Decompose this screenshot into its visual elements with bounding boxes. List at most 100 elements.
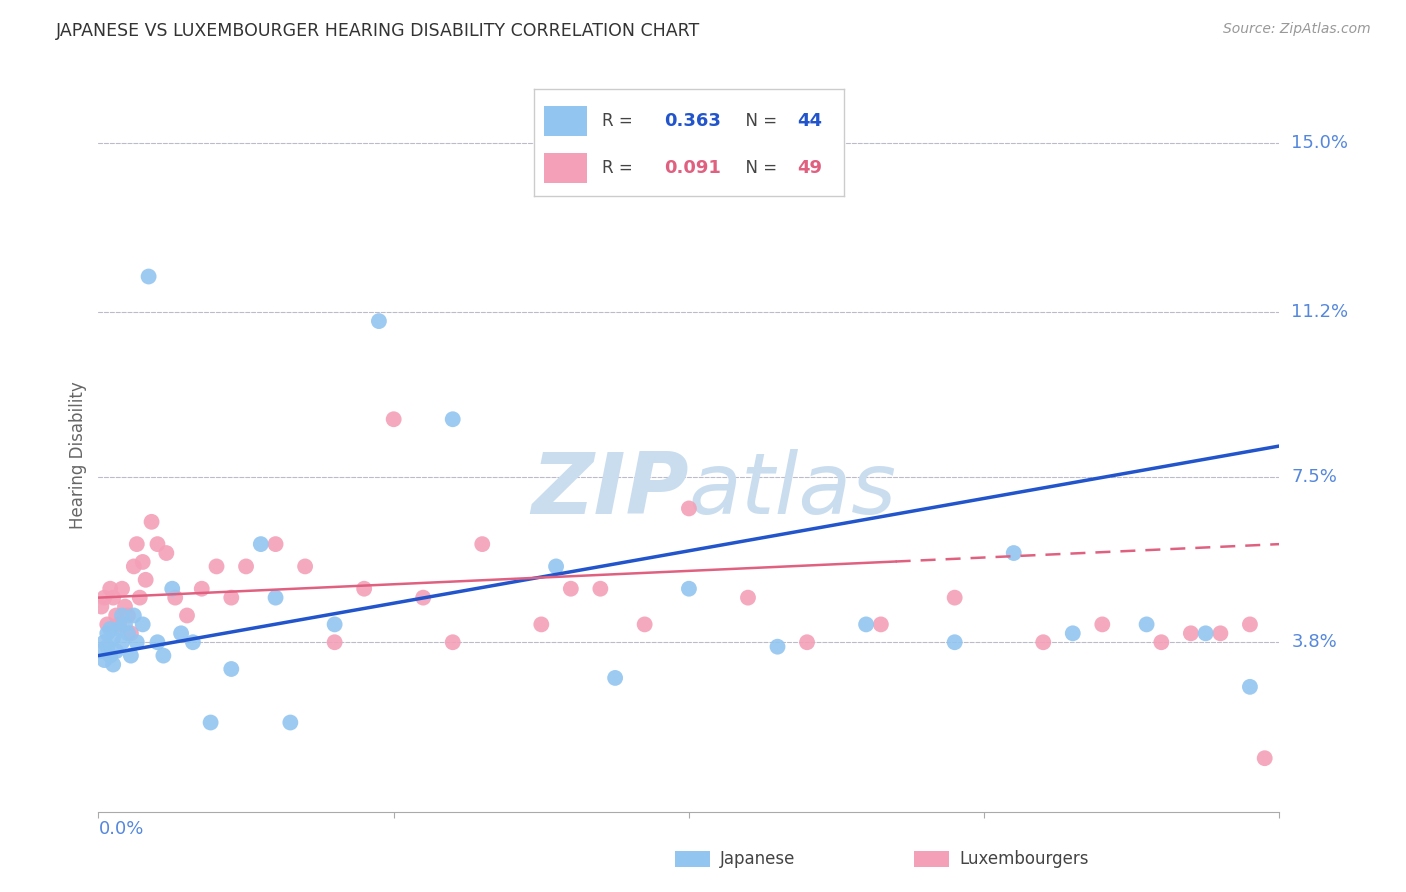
Text: 0.363: 0.363 (664, 112, 721, 130)
Point (162, 582, 183, 596)
Point (165, 591, 187, 605)
Point (146, 635, 169, 649)
Text: R =: R = (602, 112, 638, 130)
Point (1254, 751, 1277, 765)
Point (1135, 617, 1157, 632)
Point (114, 617, 136, 632)
Point (412, 591, 434, 605)
Point (633, 617, 655, 632)
Text: R =: R = (602, 160, 638, 178)
Point (93, 653, 115, 667)
Point (323, 635, 346, 649)
Point (146, 537, 169, 551)
Point (1091, 617, 1114, 632)
Bar (544, 106, 586, 136)
Text: Source: ZipAtlas.com: Source: ZipAtlas.com (1223, 22, 1371, 37)
Point (943, 635, 966, 649)
Point (855, 617, 877, 632)
Point (560, 582, 582, 596)
Point (1239, 617, 1261, 632)
Point (869, 617, 891, 632)
Point (108, 617, 131, 632)
Point (382, 412, 405, 426)
Point (1002, 546, 1025, 560)
Point (1195, 626, 1218, 640)
Text: 3.8%: 3.8% (1291, 633, 1337, 651)
Point (264, 591, 287, 605)
Text: 7.5%: 7.5% (1291, 468, 1337, 486)
Point (471, 537, 494, 551)
Point (1032, 635, 1054, 649)
Point (96, 626, 118, 640)
Text: Luxembourgers: Luxembourgers (959, 850, 1088, 868)
Text: 15.0%: 15.0% (1291, 134, 1348, 152)
Point (111, 635, 134, 649)
Point (90, 599, 112, 614)
Point (441, 412, 464, 426)
Point (219, 591, 242, 605)
Point (1209, 626, 1232, 640)
Point (132, 555, 155, 569)
Point (135, 573, 157, 587)
Text: JAPANESE VS LUXEMBOURGER HEARING DISABILITY CORRELATION CHART: JAPANESE VS LUXEMBOURGER HEARING DISABIL… (56, 22, 700, 40)
Point (441, 635, 464, 649)
Point (117, 608, 139, 623)
Point (323, 617, 346, 632)
Point (103, 631, 125, 645)
Point (105, 608, 128, 623)
Point (544, 559, 567, 574)
Point (108, 622, 131, 636)
Text: 11.2%: 11.2% (1291, 303, 1348, 321)
Point (93, 635, 115, 649)
Y-axis label: Hearing Disability: Hearing Disability (69, 381, 87, 529)
Point (796, 635, 818, 649)
Point (766, 640, 789, 654)
Point (368, 314, 391, 328)
Text: N =: N = (735, 112, 783, 130)
Point (122, 559, 145, 574)
Point (120, 648, 142, 663)
Point (125, 635, 148, 649)
Point (132, 617, 155, 632)
Point (93, 591, 115, 605)
Point (530, 617, 553, 632)
Point (170, 626, 193, 640)
Point (250, 537, 273, 551)
Bar (544, 153, 586, 184)
Point (605, 671, 627, 685)
Point (117, 626, 139, 640)
Point (138, 269, 160, 284)
Point (353, 582, 375, 596)
Text: 44: 44 (797, 112, 823, 130)
Point (1062, 626, 1084, 640)
Text: N =: N = (735, 160, 783, 178)
Point (1239, 680, 1261, 694)
Point (1180, 626, 1202, 640)
Text: Japanese: Japanese (720, 850, 796, 868)
Text: 0.091: 0.091 (664, 160, 721, 178)
Point (155, 546, 177, 560)
Point (90, 644, 112, 658)
Point (111, 582, 134, 596)
Point (98, 622, 121, 636)
Point (205, 559, 228, 574)
Point (678, 582, 700, 596)
Point (678, 501, 700, 516)
Text: atlas: atlas (689, 449, 897, 533)
Point (264, 537, 287, 551)
Point (200, 715, 222, 730)
Text: 0.0%: 0.0% (98, 821, 143, 838)
Point (219, 662, 242, 676)
Point (105, 644, 128, 658)
Point (98, 648, 121, 663)
Point (141, 515, 163, 529)
Text: ZIP: ZIP (531, 449, 689, 533)
Point (103, 591, 125, 605)
Point (181, 635, 204, 649)
Point (111, 608, 134, 623)
Point (103, 657, 125, 672)
Point (294, 559, 316, 574)
Point (1150, 635, 1173, 649)
Point (96, 640, 118, 654)
Point (98, 582, 121, 596)
